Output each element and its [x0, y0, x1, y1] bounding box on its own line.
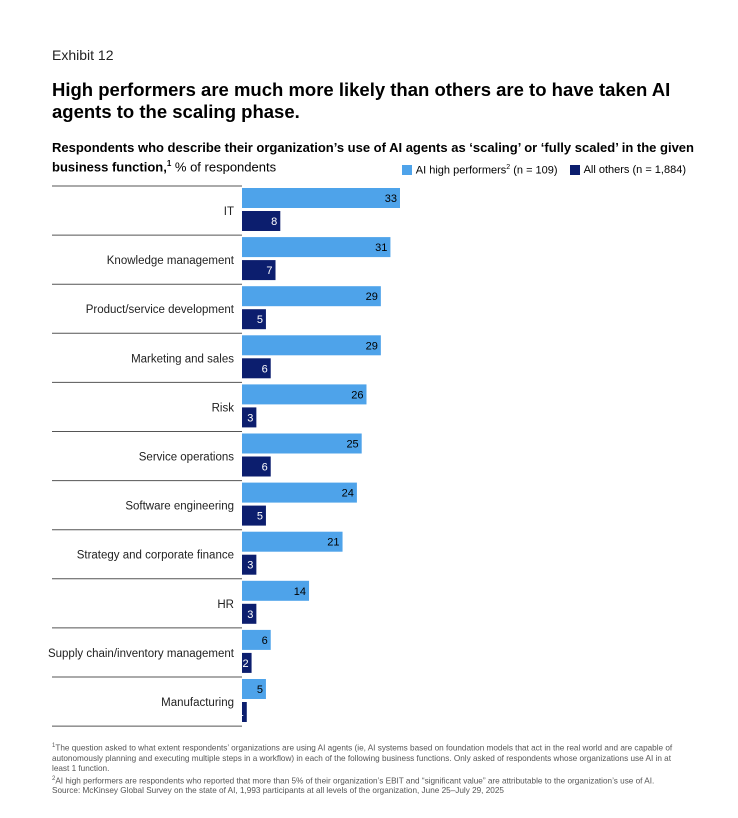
data-label-all-others: 5 — [257, 511, 263, 523]
data-label-all-others: 6 — [262, 462, 268, 474]
data-label-all-others: 3 — [247, 560, 253, 572]
subtitle-footnote-marker: 1 — [166, 159, 172, 168]
chart-headline: High performers are much more likely tha… — [52, 79, 671, 122]
bar-high-performers — [242, 433, 362, 454]
bar-high-performers — [242, 335, 381, 356]
legend: AI high performers2 (n = 109) All others… — [396, 164, 686, 177]
bar-all-others — [242, 407, 257, 428]
legend-swatch-high-performers — [401, 165, 412, 176]
data-label-high-performers: 25 — [346, 439, 358, 451]
bar-all-others — [242, 603, 257, 624]
legend-item-all-others: All others (n = 1,884) — [569, 164, 686, 177]
category-label: Service operations — [139, 452, 234, 464]
data-label-all-others: 6 — [262, 363, 268, 375]
data-label-high-performers: 14 — [294, 586, 306, 598]
category-label: HR — [217, 599, 234, 611]
data-label-high-performers: 24 — [342, 488, 354, 500]
legend-swatch-all-others — [569, 165, 580, 176]
category-label: Knowledge management — [107, 255, 235, 267]
footnote-2: 2AI high performers are respondents who … — [52, 775, 655, 786]
bar-high-performers — [242, 629, 271, 650]
bar-high-performers — [242, 580, 310, 601]
bar-all-others — [242, 309, 266, 330]
data-label-high-performers: 29 — [366, 340, 378, 352]
bar-all-others — [242, 554, 257, 575]
bar-all-others — [242, 358, 271, 379]
data-label-high-performers: 26 — [351, 389, 363, 401]
data-label-high-performers: 29 — [366, 291, 378, 303]
data-label-high-performers: 6 — [262, 635, 268, 647]
bar-all-others — [242, 505, 266, 526]
category-label: Manufacturing — [161, 697, 234, 709]
footnotes: 1The question asked to what extent respo… — [52, 741, 682, 796]
exhibit-label: Exhibit 12 — [52, 47, 114, 63]
legend-label-high-performers: AI high performers2 (n = 109) — [415, 164, 558, 177]
category-label: IT — [224, 206, 234, 218]
bar-all-others — [242, 652, 252, 673]
data-label-high-performers: 21 — [327, 537, 339, 549]
category-label: Risk — [212, 402, 235, 414]
source-note: Source: McKinsey Global Survey on the st… — [52, 786, 504, 796]
legend-item-high-performers: AI high performers2 (n = 109) — [401, 164, 558, 177]
bar-high-performers — [242, 384, 367, 405]
bar-high-performers — [242, 237, 391, 258]
category-label: Product/service development — [86, 304, 235, 316]
bar-high-performers — [242, 482, 357, 503]
data-label-all-others: 7 — [266, 265, 272, 277]
data-label-high-performers: 33 — [385, 193, 397, 205]
data-label-all-others: 5 — [257, 314, 263, 326]
subtitle-text: Respondents who describe their organizat… — [52, 140, 694, 175]
data-label-all-others: 8 — [271, 216, 277, 228]
data-label-high-performers: 31 — [375, 242, 387, 254]
data-label-all-others: 2 — [242, 658, 248, 670]
legend-label-all-others: All others (n = 1,884) — [583, 164, 686, 177]
bar-high-performers — [242, 188, 400, 208]
bar-all-others — [242, 260, 276, 281]
chart-subtitle: Respondents who describe their organizat… — [52, 140, 712, 175]
data-label-high-performers: 5 — [257, 684, 263, 696]
footnote-1: 1The question asked to what extent respo… — [52, 743, 673, 773]
bar-high-performers — [242, 679, 266, 699]
category-label: Strategy and corporate finance — [77, 550, 234, 562]
data-label-all-others: 1 — [238, 707, 244, 719]
data-label-all-others: 3 — [247, 609, 253, 621]
bar-high-performers — [242, 531, 343, 552]
bar-all-others — [242, 211, 281, 231]
category-label: Software engineering — [125, 501, 234, 513]
category-label: Marketing and sales — [131, 353, 234, 365]
bar-all-others — [242, 702, 247, 722]
bar-all-others — [242, 456, 271, 477]
bar-high-performers — [242, 286, 381, 307]
data-label-all-others: 3 — [247, 412, 253, 424]
category-label: Supply chain/inventory management — [48, 648, 235, 660]
subtitle-unit: % of respondents — [171, 159, 277, 175]
